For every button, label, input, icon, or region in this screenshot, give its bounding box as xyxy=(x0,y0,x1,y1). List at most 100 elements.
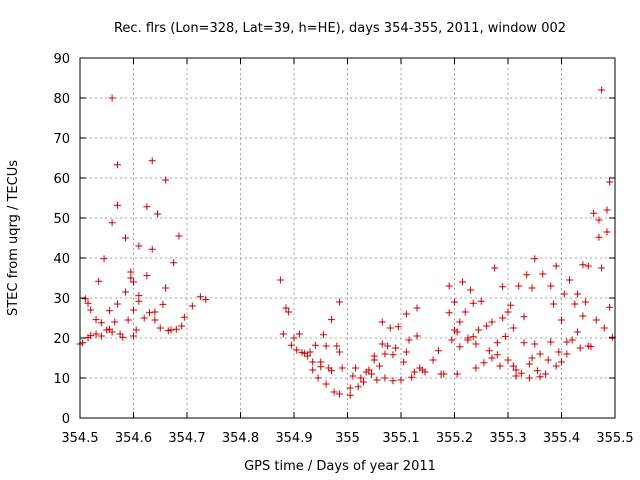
data-point xyxy=(154,210,162,218)
data-point xyxy=(121,234,129,242)
data-point xyxy=(84,299,92,307)
data-point xyxy=(365,366,373,374)
data-point xyxy=(156,324,164,332)
plot-frame xyxy=(79,57,616,419)
data-point xyxy=(108,94,116,102)
data-point xyxy=(499,314,507,322)
data-point xyxy=(547,338,555,346)
data-point xyxy=(87,306,95,314)
data-point xyxy=(352,364,360,372)
data-point xyxy=(563,338,571,346)
data-point xyxy=(105,307,113,315)
data-point xyxy=(574,328,582,336)
data-point xyxy=(555,348,563,356)
y-tick-label: 80 xyxy=(53,92,70,107)
data-point xyxy=(595,233,603,241)
data-point xyxy=(429,356,437,364)
data-point xyxy=(571,300,579,308)
data-point xyxy=(552,362,560,370)
data-point xyxy=(558,316,565,324)
data-point xyxy=(282,304,290,312)
data-point xyxy=(520,339,528,347)
data-point xyxy=(493,339,501,347)
data-point xyxy=(306,348,314,356)
data-point xyxy=(480,359,488,367)
x-tick-label: 355.4 xyxy=(543,431,580,446)
data-point xyxy=(381,350,389,358)
data-point xyxy=(528,354,536,362)
data-point xyxy=(598,264,606,272)
x-tick-label: 354.9 xyxy=(275,431,312,446)
y-tick-label: 20 xyxy=(53,332,70,347)
data-point xyxy=(317,363,325,371)
data-point xyxy=(92,330,100,338)
data-point xyxy=(598,86,606,94)
data-points xyxy=(76,86,616,399)
y-tick-label: 90 xyxy=(53,52,70,67)
data-point xyxy=(536,350,544,358)
data-point xyxy=(603,206,611,214)
data-point xyxy=(477,297,485,305)
x-tick-label: 354.6 xyxy=(115,431,152,446)
data-point xyxy=(354,383,362,391)
data-point xyxy=(525,374,533,382)
data-point xyxy=(172,325,180,333)
data-point xyxy=(335,298,343,306)
data-point xyxy=(279,330,287,338)
data-point xyxy=(389,377,397,385)
data-point xyxy=(378,340,386,348)
data-point xyxy=(576,344,584,352)
data-point xyxy=(386,324,394,332)
data-point xyxy=(595,216,603,224)
data-point xyxy=(483,322,491,330)
data-point xyxy=(295,330,303,338)
data-point xyxy=(504,308,512,316)
data-point xyxy=(162,176,170,184)
data-point xyxy=(180,313,188,321)
data-point xyxy=(592,316,600,324)
y-tick-label: 50 xyxy=(53,212,70,227)
data-point xyxy=(405,336,413,344)
data-point xyxy=(162,284,170,292)
data-point xyxy=(384,342,392,350)
data-point xyxy=(335,390,343,398)
y-axis-label: STEC from uqrg / TECUs xyxy=(6,160,21,316)
data-point xyxy=(587,343,595,351)
data-point xyxy=(370,352,378,360)
data-point xyxy=(531,340,539,348)
data-point xyxy=(509,362,517,370)
x-tick-label: 355.1 xyxy=(382,431,419,446)
data-point xyxy=(132,326,140,334)
data-point xyxy=(456,318,464,326)
data-point xyxy=(453,370,461,378)
data-point xyxy=(400,358,408,366)
data-point xyxy=(327,316,335,324)
data-point xyxy=(202,296,210,304)
data-point xyxy=(130,306,137,314)
data-point xyxy=(81,295,89,303)
data-point xyxy=(547,282,555,290)
data-point xyxy=(402,310,410,318)
y-tick-label: 60 xyxy=(53,172,70,187)
data-point xyxy=(170,259,178,267)
data-point xyxy=(582,298,590,306)
data-point xyxy=(531,255,539,263)
data-point xyxy=(552,262,560,270)
y-tick-label: 30 xyxy=(53,292,70,307)
data-point xyxy=(389,351,397,359)
data-point xyxy=(121,288,129,296)
x-tick-label: 355.3 xyxy=(489,431,526,446)
data-point xyxy=(277,276,285,284)
data-point xyxy=(445,282,453,290)
data-point xyxy=(322,342,330,350)
data-point xyxy=(467,286,475,294)
data-point xyxy=(496,362,504,370)
data-point xyxy=(95,277,103,285)
data-point xyxy=(517,369,525,377)
data-point xyxy=(453,328,461,336)
data-point xyxy=(130,332,137,340)
data-point xyxy=(549,300,557,308)
data-point xyxy=(579,312,587,320)
data-point xyxy=(472,340,480,348)
data-point xyxy=(512,366,520,374)
